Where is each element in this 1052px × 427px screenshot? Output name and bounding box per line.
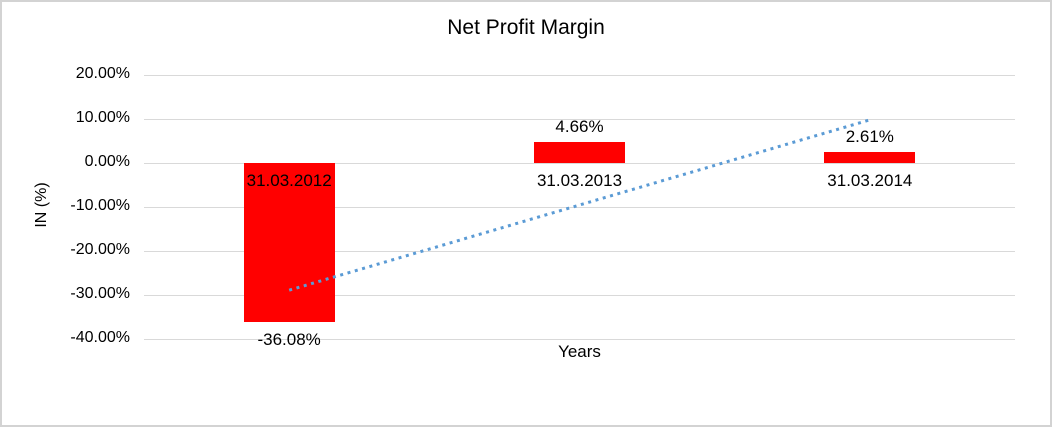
category-label: 31.03.2014 bbox=[827, 171, 913, 190]
chart-title: Net Profit Margin bbox=[447, 16, 605, 39]
gridline bbox=[144, 338, 1015, 340]
data-label: -36.08% bbox=[257, 329, 321, 349]
y-tick-label: 20.00% bbox=[75, 65, 130, 82]
y-tick-label: -30.00% bbox=[70, 285, 130, 302]
y-tick-label: -10.00% bbox=[70, 197, 130, 214]
x-axis-title: Years bbox=[558, 342, 601, 361]
gridline bbox=[144, 294, 1015, 296]
y-tick-label: 0.00% bbox=[84, 153, 130, 170]
gridline bbox=[144, 74, 1015, 76]
y-tick-label: 10.00% bbox=[75, 109, 130, 126]
category-label: 31.03.2013 bbox=[536, 171, 623, 190]
y-tick-label: -20.00% bbox=[70, 241, 130, 258]
bar-31.03.2013 bbox=[534, 142, 625, 163]
category-label: 31.03.2012 bbox=[246, 171, 332, 190]
y-tick-label: -40.00% bbox=[70, 329, 130, 346]
bar-31.03.2014 bbox=[824, 151, 916, 163]
data-label: 2.61% bbox=[845, 126, 894, 146]
data-label: 4.66% bbox=[555, 117, 604, 137]
